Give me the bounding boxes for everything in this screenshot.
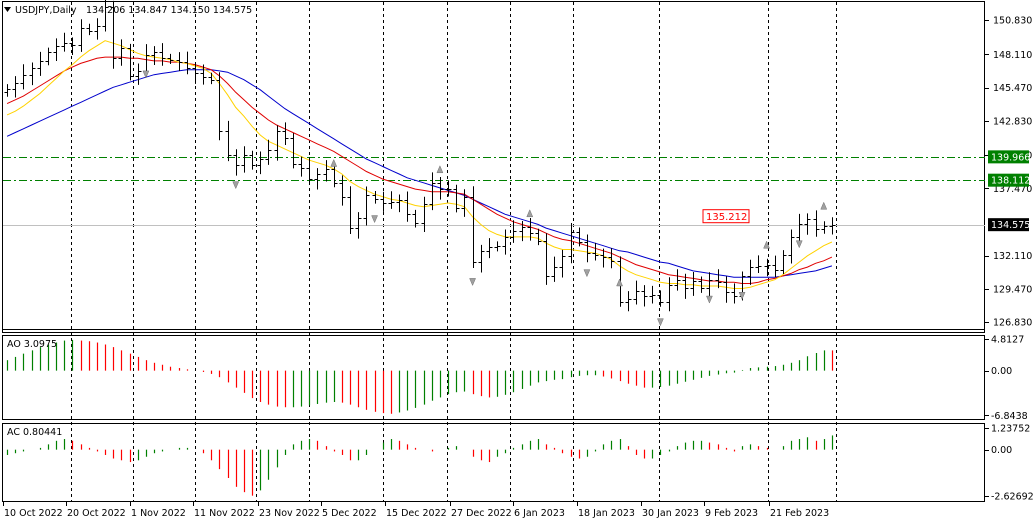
fractal-down-arrow	[469, 278, 476, 287]
fractal-down-arrow	[657, 318, 664, 327]
x-tick-label: 27 Dec 2022	[451, 508, 512, 519]
fractal-down-arrow	[706, 295, 713, 304]
y-tick-label: 0.00	[991, 445, 1012, 456]
y-tick-label: 137.470	[993, 184, 1032, 195]
ao-label: AO 3.0975	[7, 339, 57, 350]
x-tick-label: 18 Jan 2023	[578, 508, 635, 519]
fractal-up-arrow	[616, 278, 623, 287]
y-tick-label: 142.830	[993, 116, 1032, 127]
ao-panel	[2, 335, 985, 420]
ma-mid-line	[6, 56, 833, 284]
fractal-up-arrow	[763, 240, 770, 249]
fractal-down-arrow	[795, 240, 803, 249]
candles	[4, 0, 836, 327]
level-tag-label: 139.966	[991, 152, 1030, 163]
y-tick-label: -6.8438	[991, 411, 1028, 422]
y-tick-label: -2.62692	[991, 492, 1033, 503]
y-tick-label: 132.110	[993, 251, 1032, 262]
time-grid	[71, 2, 837, 502]
fractal-down-arrow	[371, 215, 378, 224]
price-panel	[2, 1, 985, 333]
ac-panel	[2, 423, 985, 502]
ac-histogram	[6, 435, 834, 496]
x-tick-label: 21 Feb 2023	[770, 508, 829, 519]
y-tick-label: 150.830	[993, 16, 1032, 27]
fractal-up-arrow	[526, 209, 534, 218]
y-tick-label: 0.00	[991, 366, 1012, 377]
current-price-tag	[988, 218, 1029, 232]
price-annotation: 135.212	[702, 209, 750, 224]
x-tick-label: 5 Dec 2022	[322, 508, 377, 519]
ao-histogram	[6, 339, 834, 414]
x-tick-label: 9 Feb 2023	[705, 508, 758, 519]
level-tag	[988, 150, 1029, 164]
y-tick-label: 4.8127	[991, 335, 1024, 346]
dropdown-triangle-icon[interactable]	[4, 7, 11, 12]
x-tick-label: 15 Dec 2022	[386, 508, 447, 519]
x-tick-label: 23 Nov 2022	[259, 508, 320, 519]
y-tick-label: 129.470	[993, 284, 1032, 295]
level-tag-label: 138.112	[991, 176, 1030, 187]
x-tick-label: 20 Oct 2022	[67, 508, 126, 519]
y-tick-label: 126.830	[993, 318, 1032, 329]
fractal-down-arrow	[583, 269, 591, 278]
x-tick-label: 1 Nov 2022	[131, 508, 186, 519]
ohlc-label: 134.206 134.847 134.150 134.575	[86, 5, 252, 16]
fractal-down-arrow	[232, 181, 240, 190]
y-tick-label: 148.110	[993, 50, 1032, 61]
ma-fast-line	[6, 40, 833, 289]
fractal-up-arrow	[330, 158, 338, 167]
y-tick-label: 145.470	[993, 83, 1032, 94]
symbol-label: USDJPY,Daily	[15, 5, 77, 16]
ma-slow-line	[6, 69, 833, 278]
x-tick-label: 30 Jan 2023	[642, 508, 699, 519]
price-axis: 150.830148.110145.470142.830140.110137.4…	[985, 16, 1033, 503]
y-tick-label: 1.23752	[991, 423, 1030, 434]
x-tick-label: 10 Oct 2022	[4, 508, 63, 519]
ac-label: AC 0.80441	[7, 427, 62, 438]
fractal-up-arrow	[436, 165, 444, 174]
current-price-label: 134.575	[991, 220, 1030, 231]
annotation-label: 135.212	[706, 212, 747, 223]
fractal-down-arrow	[142, 70, 150, 79]
moving-averages	[6, 40, 833, 289]
horizontal-levels	[3, 157, 985, 226]
level-tag	[988, 173, 1029, 187]
x-tick-label: 6 Jan 2023	[514, 508, 565, 519]
fractal-up-arrow	[820, 201, 828, 210]
time-axis: 10 Oct 2022 20 Oct 2022 1 Nov 2022 11 Nov 2…	[3, 502, 829, 519]
x-tick-label: 11 Nov 2022	[194, 508, 255, 519]
fractal-down-arrow	[738, 292, 746, 300]
